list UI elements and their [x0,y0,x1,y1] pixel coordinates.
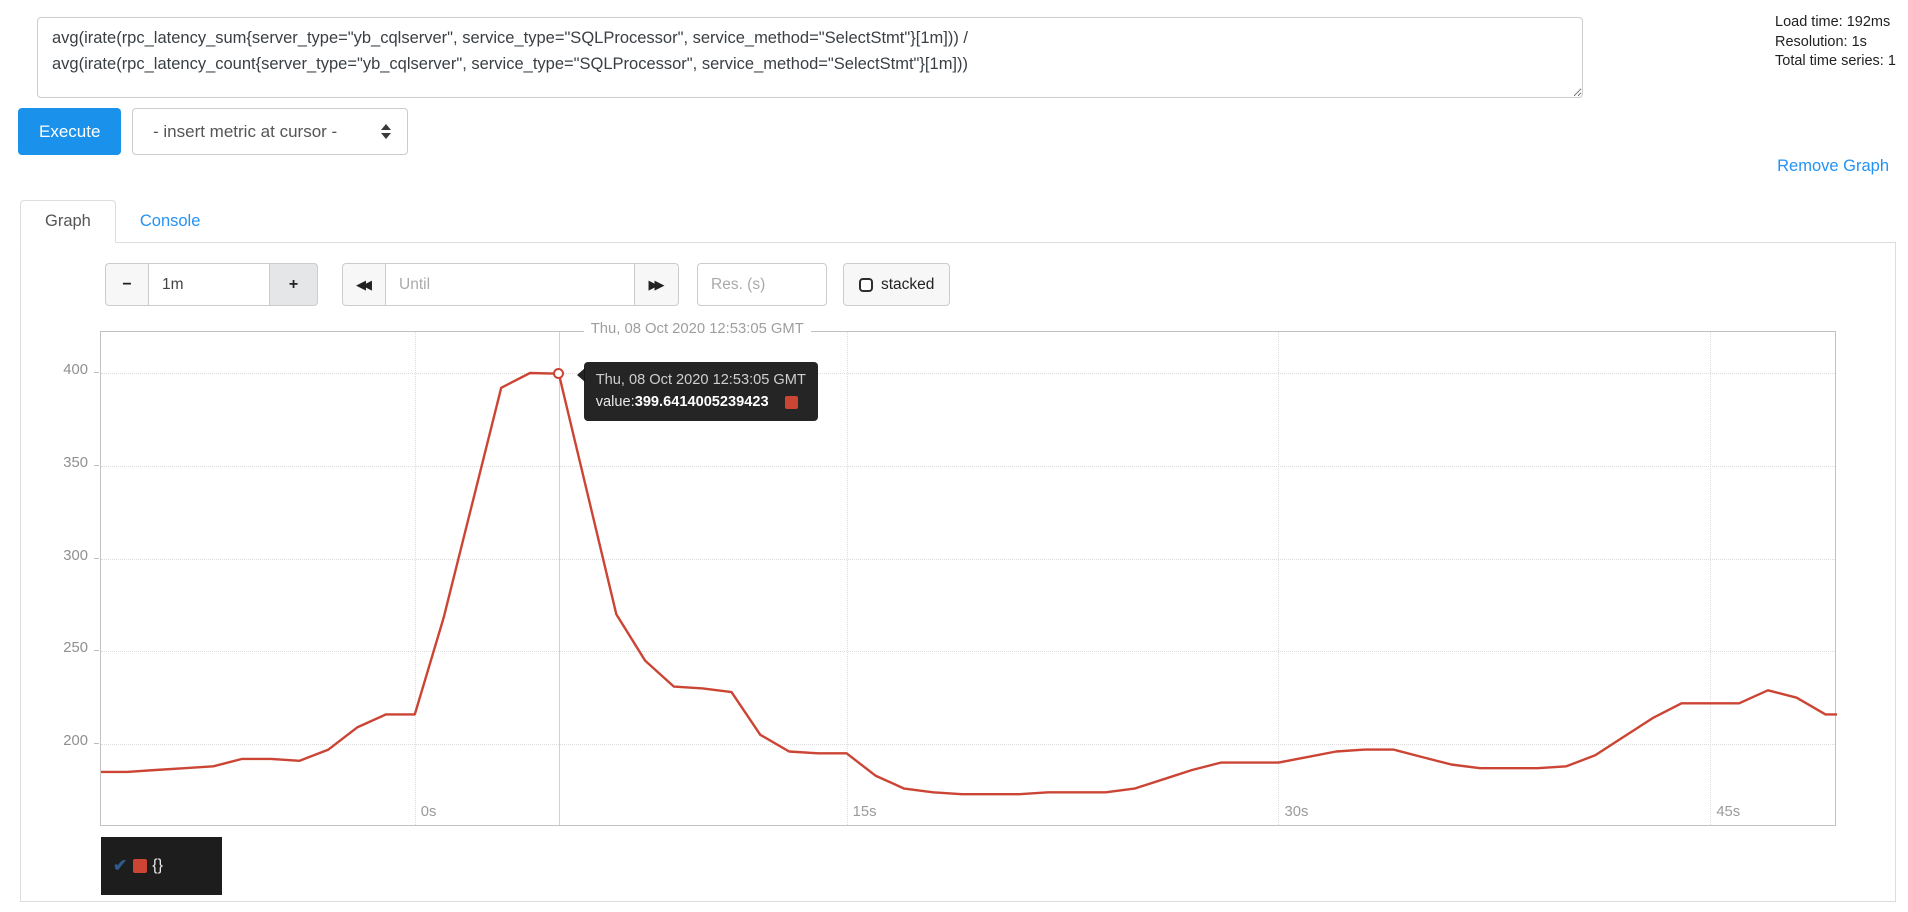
y-tick-mark [94,464,99,466]
y-tick-mark [94,743,99,745]
range-decrease-button[interactable]: − [105,263,148,306]
range-group: − + [105,263,318,306]
execute-button[interactable]: Execute [18,108,122,155]
resolution-input[interactable] [697,263,827,306]
hover-tooltip: Thu, 08 Oct 2020 12:53:05 GMT value: 399… [576,361,818,421]
insert-metric-select-label: - insert metric at cursor - [153,121,338,141]
tab-graph[interactable]: Graph [20,200,116,243]
legend-item[interactable]: ✔ {} [101,837,222,895]
query-expression-input[interactable]: avg(irate(rpc_latency_sum{server_type="y… [37,17,1583,98]
y-gridline [101,651,1835,653]
total-series-text: Total time series: 1 [1775,53,1896,69]
y-tick-mark [94,372,99,373]
x-gridline [846,332,848,825]
crosshair-line [558,332,560,825]
legend-series-label: {} [152,857,163,874]
tooltip-value: 399.6414005239423 [634,394,769,411]
x-tick-label: 30s [1284,804,1309,820]
stacked-toggle-button[interactable]: stacked [843,263,951,306]
crosshair-date-label: Thu, 08 Oct 2020 12:53:05 GMT [583,320,811,338]
y-tick-mark [94,557,99,559]
y-tick-label: 200 [63,733,88,750]
hover-point-marker [553,368,565,380]
x-tick-label: 45s [1716,804,1741,820]
x-gridline [1278,332,1280,825]
chart-region: 200 250 300 350 400 Thu, 08 Oct 2020 12:53:0… [21,320,1897,843]
stacked-label: stacked [881,275,935,293]
legend-check-icon[interactable]: ✔ [113,856,128,875]
series-line [101,371,1837,796]
y-tick-label: 350 [63,454,88,471]
y-gridline [101,465,1835,467]
range-increase-button[interactable]: + [270,263,318,306]
tooltip-series-swatch [784,395,798,409]
y-gridline [101,558,1835,560]
x-gridline [414,332,416,825]
query-stats: Load time: 192ms Resolution: 1s Total ti… [1775,13,1896,72]
x-gridline [1710,332,1712,825]
y-tick-label: 250 [63,640,88,657]
graph-controls: − + ◀◀ ▶▶ stacked [105,263,951,306]
y-tick-label: 300 [63,547,88,564]
load-time-text: Load time: 192ms [1775,14,1891,30]
y-gridline [101,373,1835,374]
graph-panel: − + ◀◀ ▶▶ stacked 200 250 300 350 400 Thu, 0… [20,242,1896,902]
resolution-text: Resolution: 1s [1775,33,1867,50]
y-tick-label: 400 [63,362,88,378]
remove-graph-link[interactable]: Remove Graph [1777,157,1889,175]
y-axis: 200 250 300 350 400 [21,331,100,826]
rewind-time-button[interactable]: ◀◀ [342,263,385,306]
until-input[interactable] [385,263,635,306]
tooltip-value-label: value: [595,394,635,411]
tab-console[interactable]: Console [139,212,201,230]
until-group: ◀◀ ▶▶ [342,263,679,306]
stacked-checkbox-icon [859,277,873,292]
tooltip-arrow [576,367,585,382]
forward-time-button[interactable]: ▶▶ [635,263,679,306]
x-tick-label: 0s [420,804,437,820]
legend-series-swatch [133,859,148,873]
y-gridline [101,744,1835,746]
range-input[interactable] [148,263,270,306]
graph-console-tabs: Graph Console [20,200,224,243]
insert-metric-select[interactable]: - insert metric at cursor - [132,108,408,155]
x-tick-label: 15s [852,804,877,820]
y-tick-mark [94,650,99,652]
select-arrows-icon [381,124,391,139]
tooltip-date: Thu, 08 Oct 2020 12:53:05 GMT [595,371,806,388]
plot-area[interactable]: Thu, 08 Oct 2020 12:53:05 GMT Thu, 08 Oc… [100,320,1837,826]
